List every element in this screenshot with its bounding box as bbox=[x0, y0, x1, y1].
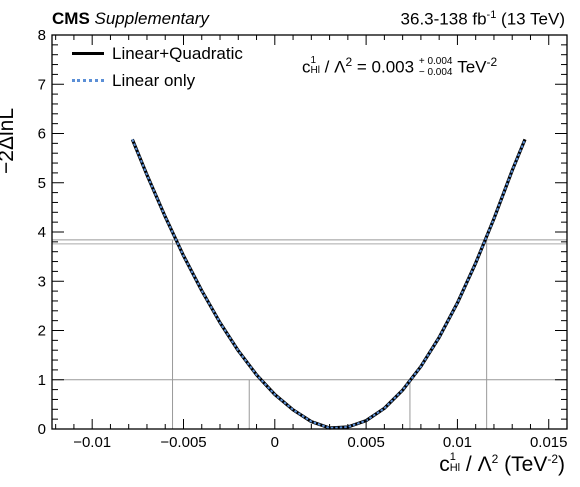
x-tick-label: −0.01 bbox=[73, 434, 111, 451]
xlabel-coef: c bbox=[439, 453, 450, 476]
xlabel-coef-sup: 1 bbox=[449, 451, 456, 464]
legend-label-linear-only: Linear only bbox=[112, 70, 196, 90]
x-tick-label: 0.015 bbox=[530, 434, 568, 451]
experiment-label: CMS Supplementary bbox=[52, 9, 209, 29]
legend-swatch-dotted bbox=[72, 79, 104, 82]
xlabel-coef-indices: 1 Hl bbox=[450, 452, 460, 474]
x-tick-label: 0.005 bbox=[347, 434, 385, 451]
supplementary-label: Supplementary bbox=[94, 9, 209, 28]
y-tick-label: 5 bbox=[38, 175, 46, 192]
xlabel-lambda: / Λ bbox=[460, 453, 492, 476]
lumi-value: 36.3-138 fb bbox=[400, 9, 487, 29]
ann-lambda-sup: 2 bbox=[345, 55, 353, 69]
luminosity-label: 36.3-138 fb-1 (13 TeV) bbox=[401, 9, 565, 30]
cms-label: CMS bbox=[52, 9, 90, 28]
xlabel-unit-sup: -2 bbox=[547, 452, 558, 466]
lumi-energy: (13 TeV) bbox=[496, 9, 565, 29]
best-fit-annotation: c1 Hl / Λ2 = 0.003 + 0.004− 0.004 TeV-2 bbox=[302, 55, 497, 79]
ann-coef: c bbox=[302, 57, 311, 77]
y-tick-label: 8 bbox=[38, 27, 46, 44]
xlabel-unit: (TeV bbox=[498, 453, 548, 476]
x-tick-label: −0.005 bbox=[160, 434, 206, 451]
ann-coef-sub: Hl bbox=[310, 65, 320, 77]
legend-entry-linear-quadratic: Linear+Quadratic bbox=[72, 40, 243, 67]
y-tick-label: 1 bbox=[38, 372, 46, 389]
ann-unc-plus: + 0.004 bbox=[418, 56, 453, 68]
y-axis-label: −2ΔlnL bbox=[0, 108, 18, 174]
ann-value: = 0.003 bbox=[352, 57, 415, 77]
xlabel-coef-sub: Hl bbox=[449, 462, 461, 475]
xlabel-lambda-sup: 2 bbox=[491, 452, 499, 466]
x-tick-label: 0 bbox=[271, 434, 279, 451]
legend: Linear+Quadratic Linear only bbox=[72, 40, 243, 94]
y-tick-label: 3 bbox=[38, 273, 46, 290]
ann-unit: TeV bbox=[452, 57, 487, 77]
ann-coef-sup: 1 bbox=[310, 55, 317, 67]
y-tick-label: 7 bbox=[38, 76, 46, 93]
ann-coef-indices: 1 Hl bbox=[311, 56, 320, 76]
legend-swatch-solid bbox=[72, 52, 104, 55]
ann-lambda: / Λ bbox=[319, 57, 346, 77]
ann-unc-minus: − 0.004 bbox=[418, 67, 453, 79]
legend-entry-linear-only: Linear only bbox=[72, 67, 243, 94]
ann-unit-sup: -2 bbox=[486, 55, 498, 69]
y-tick-label: 2 bbox=[38, 323, 46, 340]
lumi-exponent: -1 bbox=[486, 9, 497, 21]
ann-uncertainty: + 0.004− 0.004 bbox=[419, 56, 453, 78]
y-tick-label: 6 bbox=[38, 126, 46, 143]
y-tick-label: 4 bbox=[38, 224, 46, 241]
x-axis-label: c1 Hl / Λ2 (TeV-2) bbox=[439, 452, 565, 477]
legend-label-linear-quadratic: Linear+Quadratic bbox=[112, 43, 243, 63]
series-line-linear-only bbox=[131, 139, 526, 430]
xlabel-close-paren: ) bbox=[558, 453, 565, 476]
x-tick-label: 0.01 bbox=[443, 434, 472, 451]
y-tick-label: 0 bbox=[38, 421, 46, 438]
